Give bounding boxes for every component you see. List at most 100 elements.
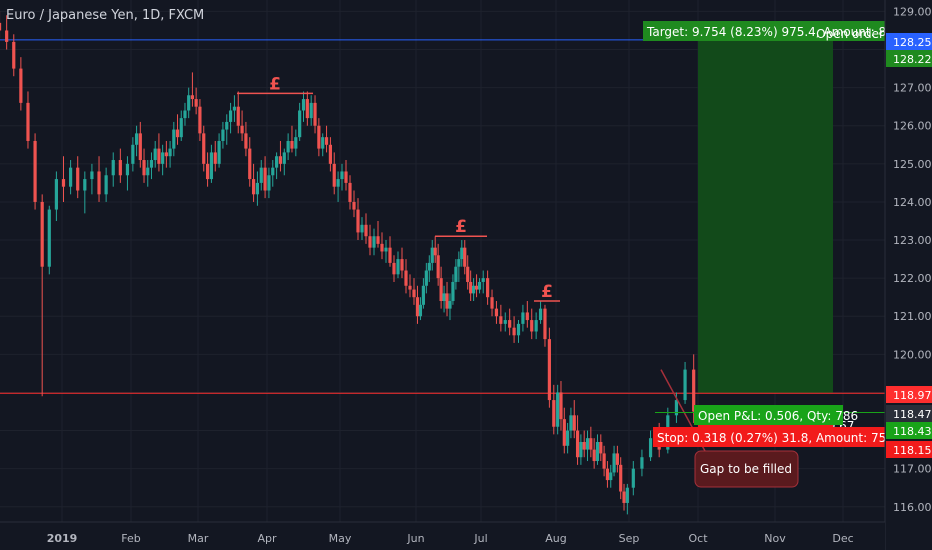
candle[interactable] xyxy=(543,304,547,347)
candle[interactable] xyxy=(582,430,586,458)
pnl-label[interactable]: Open P&L: 0.506, Qty: 786 xyxy=(694,405,858,425)
candle[interactable] xyxy=(499,304,503,332)
candle[interactable] xyxy=(602,445,606,477)
candle[interactable] xyxy=(457,251,461,282)
candle[interactable] xyxy=(228,102,233,134)
price-badge-target[interactable]: 128.227 xyxy=(886,50,932,67)
candle[interactable] xyxy=(566,422,570,454)
candle[interactable] xyxy=(255,171,260,206)
candle[interactable] xyxy=(236,91,240,134)
candle[interactable] xyxy=(125,156,130,191)
candle[interactable] xyxy=(396,251,400,279)
candle[interactable] xyxy=(332,152,336,195)
stop-label[interactable]: Stop: 0.318 (0.27%) 31.8, Amount: 750.05 xyxy=(653,427,913,447)
candle[interactable] xyxy=(286,133,290,161)
candle[interactable] xyxy=(392,255,396,282)
candle[interactable] xyxy=(356,198,360,241)
candle[interactable] xyxy=(559,381,563,431)
candle[interactable] xyxy=(442,285,446,313)
candle[interactable] xyxy=(364,213,368,244)
price-badge-entry-line[interactable]: 118.979 xyxy=(886,386,932,403)
candle[interactable] xyxy=(640,449,644,477)
candle[interactable] xyxy=(111,152,115,187)
candle[interactable] xyxy=(380,232,384,260)
candle[interactable] xyxy=(534,312,538,340)
candle[interactable] xyxy=(0,11,2,39)
candle[interactable] xyxy=(149,152,154,180)
candle[interactable] xyxy=(547,327,551,408)
candle[interactable] xyxy=(439,266,443,309)
candle[interactable] xyxy=(408,274,412,298)
candle[interactable] xyxy=(368,224,372,256)
candle[interactable] xyxy=(494,301,499,324)
candle[interactable] xyxy=(294,129,298,157)
candle[interactable] xyxy=(69,160,73,195)
candle[interactable] xyxy=(321,133,325,157)
candle[interactable] xyxy=(309,95,313,126)
candle[interactable] xyxy=(516,320,521,343)
candle[interactable] xyxy=(512,316,516,343)
candle[interactable] xyxy=(460,240,464,267)
candle[interactable] xyxy=(278,140,283,172)
candle[interactable] xyxy=(282,148,286,176)
candle[interactable] xyxy=(146,160,150,187)
candle[interactable] xyxy=(104,167,108,202)
candle[interactable] xyxy=(451,274,455,305)
position-tool[interactable]: Target: 9.754 (8.23%) 975.4, Amount: 866… xyxy=(643,21,920,447)
candle[interactable] xyxy=(168,140,172,168)
candle[interactable] xyxy=(240,110,244,141)
candle[interactable] xyxy=(508,308,512,336)
candle[interactable] xyxy=(552,384,556,435)
candle[interactable] xyxy=(328,137,332,172)
candle[interactable] xyxy=(427,255,431,282)
candle[interactable] xyxy=(466,255,470,290)
candle[interactable] xyxy=(463,240,467,275)
candle[interactable] xyxy=(490,289,494,317)
candle[interactable] xyxy=(138,121,142,168)
candle[interactable] xyxy=(622,483,626,511)
candle[interactable] xyxy=(579,434,583,465)
candle[interactable] xyxy=(418,297,423,321)
candle[interactable] xyxy=(153,140,157,168)
candle[interactable] xyxy=(175,114,180,145)
candle[interactable] xyxy=(131,137,135,172)
candle[interactable] xyxy=(521,304,525,332)
candle[interactable] xyxy=(305,91,309,126)
candle[interactable] xyxy=(595,434,600,465)
candle[interactable] xyxy=(589,426,593,458)
candle[interactable] xyxy=(5,15,9,50)
candle[interactable] xyxy=(259,160,263,191)
candle[interactable] xyxy=(412,278,416,305)
candle[interactable] xyxy=(592,438,596,469)
candle[interactable] xyxy=(164,140,168,168)
candle[interactable] xyxy=(134,125,139,157)
candle[interactable] xyxy=(340,163,344,191)
candle[interactable] xyxy=(213,140,217,172)
candle[interactable] xyxy=(118,148,122,183)
candle[interactable] xyxy=(530,308,534,340)
candle[interactable] xyxy=(209,144,214,183)
candle[interactable] xyxy=(599,434,603,462)
candle[interactable] xyxy=(324,125,329,153)
candle[interactable] xyxy=(142,148,146,183)
candle[interactable] xyxy=(61,156,66,202)
candle[interactable] xyxy=(448,293,452,321)
candle[interactable] xyxy=(76,156,80,199)
candle[interactable] xyxy=(12,34,16,77)
candle[interactable] xyxy=(486,270,490,305)
candle[interactable] xyxy=(683,361,687,404)
candle[interactable] xyxy=(33,133,37,210)
candle[interactable] xyxy=(19,57,23,111)
candle[interactable] xyxy=(556,384,560,435)
candle[interactable] xyxy=(615,445,619,473)
candle[interactable] xyxy=(298,102,302,141)
candle[interactable] xyxy=(376,220,380,248)
price-axis[interactable]: 129.000128.000127.000126.000125.000124.0… xyxy=(884,0,932,550)
candle[interactable] xyxy=(360,217,364,241)
candle[interactable] xyxy=(248,137,252,187)
candle[interactable] xyxy=(404,259,408,294)
candle[interactable] xyxy=(525,301,529,328)
candle[interactable] xyxy=(388,236,392,267)
candle[interactable] xyxy=(263,156,267,199)
